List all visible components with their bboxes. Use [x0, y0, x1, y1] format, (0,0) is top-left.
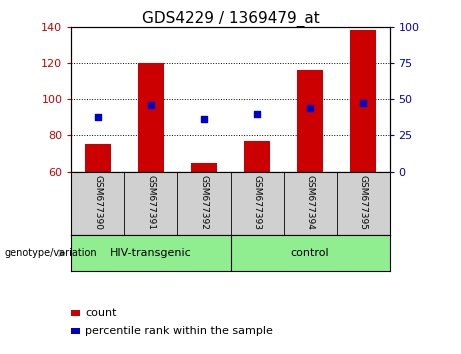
Bar	[350, 30, 376, 172]
Point	[94, 114, 101, 120]
Text: GSM677391: GSM677391	[147, 175, 155, 230]
Text: GSM677393: GSM677393	[253, 175, 261, 230]
Text: GSM677394: GSM677394	[306, 175, 314, 230]
Text: GSM677392: GSM677392	[200, 175, 208, 230]
Text: HIV-transgenic: HIV-transgenic	[110, 248, 192, 258]
Bar	[85, 144, 111, 172]
Point	[148, 102, 155, 107]
Text: GSM677390: GSM677390	[94, 175, 102, 230]
Bar	[138, 63, 164, 172]
Bar	[297, 70, 323, 172]
Point	[200, 116, 207, 122]
Bar	[191, 162, 217, 172]
Text: control: control	[291, 248, 329, 258]
Text: genotype/variation: genotype/variation	[5, 248, 97, 258]
Bar	[244, 141, 270, 172]
Text: GSM677395: GSM677395	[359, 175, 367, 230]
Text: count: count	[85, 308, 117, 318]
Text: percentile rank within the sample: percentile rank within the sample	[85, 326, 273, 336]
Point	[359, 100, 366, 105]
Point	[306, 105, 313, 111]
Point	[254, 111, 261, 116]
Text: GDS4229 / 1369479_at: GDS4229 / 1369479_at	[142, 11, 319, 27]
